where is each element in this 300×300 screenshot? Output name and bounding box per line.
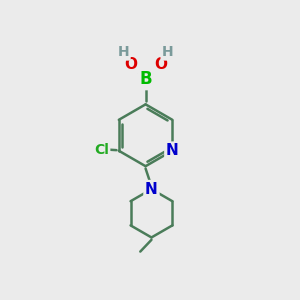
Text: B: B — [139, 70, 152, 88]
Text: O: O — [154, 57, 167, 72]
Text: H: H — [162, 45, 174, 59]
Text: Cl: Cl — [94, 143, 109, 157]
Text: N: N — [166, 143, 179, 158]
Text: H: H — [117, 45, 129, 59]
Text: N: N — [145, 182, 158, 197]
Text: O: O — [124, 57, 137, 72]
